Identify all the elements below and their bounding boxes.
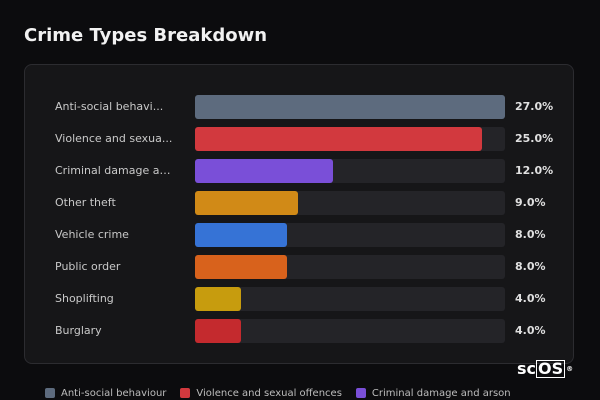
bar-row: Violence and sexua... 25.0% [25, 127, 573, 151]
bar-track [195, 287, 505, 311]
bar-value-label: 12.0% [515, 164, 554, 177]
bar [195, 127, 483, 151]
brand-prefix: sc [517, 359, 537, 378]
bar-label: Violence and sexua... [55, 132, 173, 145]
brand-logo: sc OS ® [517, 359, 573, 379]
bar-label: Other theft [55, 196, 116, 209]
bar-row: Vehicle crime 8.0% [25, 223, 573, 247]
bar-value-label: 4.0% [515, 324, 546, 337]
bar-track [195, 95, 505, 119]
bar-row: Burglary 4.0% [25, 319, 573, 343]
legend-label: Violence and sexual offences [196, 387, 342, 399]
bar [195, 255, 287, 279]
bar-label: Public order [55, 260, 121, 273]
bar-row: Public order 8.0% [25, 255, 573, 279]
legend-swatch [355, 388, 366, 398]
bar-label: Anti-social behavi... [55, 100, 164, 113]
bar [195, 95, 505, 119]
bar-track [195, 255, 505, 279]
bar-label: Vehicle crime [55, 228, 129, 241]
bar-value-label: 9.0% [515, 196, 546, 209]
bar-label: Criminal damage an... [55, 164, 175, 177]
bar-label: Burglary [55, 324, 102, 337]
legend-item: Criminal damage and arson [355, 387, 511, 399]
bar [195, 159, 333, 183]
bar [195, 287, 241, 311]
legend-item: Violence and sexual offences [180, 388, 342, 399]
bar-value-label: 4.0% [515, 292, 546, 305]
legend-label: Criminal damage and arson [371, 387, 511, 399]
bar-track [195, 319, 505, 343]
bar-label: Shoplifting [55, 292, 114, 305]
bar-row: Other theft 9.0% [25, 191, 573, 215]
bar-value-label: 25.0% [515, 132, 554, 145]
bar-value-label: 27.0% [515, 100, 554, 113]
legend-label: Anti-social behaviour [61, 387, 167, 399]
bar [195, 223, 287, 247]
bar-track [195, 127, 505, 151]
bar-track [195, 191, 505, 215]
bar-track [195, 223, 505, 247]
bar-track [195, 159, 505, 183]
bar [195, 319, 241, 343]
brand-boxed: OS [536, 359, 566, 378]
legend-item: Anti-social behaviour [45, 388, 166, 399]
bar-value-label: 8.0% [515, 228, 546, 241]
chart-card: Anti-social behavi... 27.0% Violence and s… [24, 64, 574, 364]
bar-row: Criminal damage an... 12.0% [25, 159, 573, 183]
bar-row: Shoplifting 4.0% [25, 287, 573, 311]
bar [195, 191, 299, 215]
chart-title: Crime Types Breakdown [24, 25, 268, 46]
bar-row: Anti-social behavi... 27.0% [25, 95, 573, 119]
brand-registered-mark: ® [566, 365, 574, 373]
chart-legend: Anti-social behaviour Violence and sexual… [45, 386, 525, 400]
bar-value-label: 8.0% [515, 260, 546, 273]
legend-swatch [45, 388, 55, 398]
legend-swatch [180, 388, 191, 398]
